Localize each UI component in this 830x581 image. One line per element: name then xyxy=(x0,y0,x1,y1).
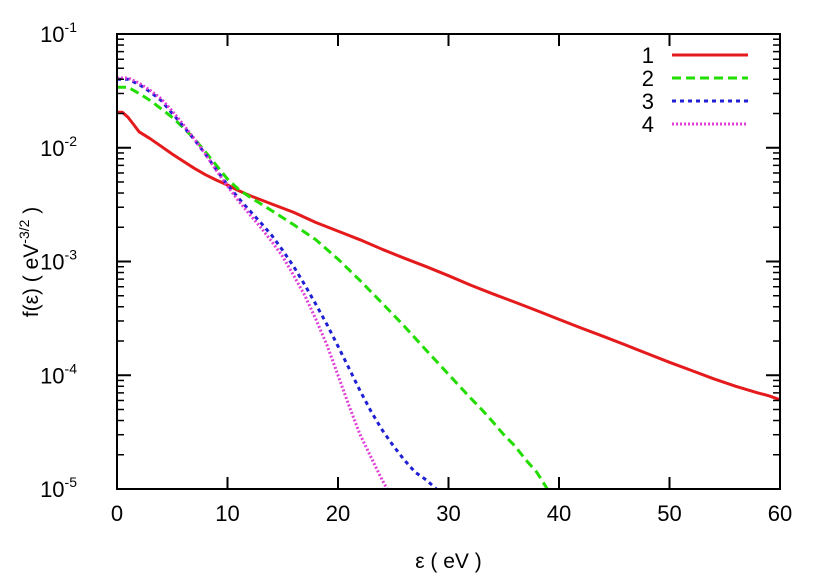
y-axis-label: f(ε) ( eV-3/2 ) xyxy=(16,207,43,317)
y-axis-label-suffix: ) xyxy=(20,207,43,220)
y-tick-label-exponent: -2 xyxy=(65,133,78,149)
y-tick-label: 10-2 xyxy=(40,133,77,161)
y-axis-label-prefix: f(ε) ( eV xyxy=(20,244,43,318)
x-tick-label: 30 xyxy=(436,501,460,526)
y-tick-label-exponent: -4 xyxy=(65,360,78,376)
y-tick-label: 10-3 xyxy=(40,247,77,275)
y-tick-label: 10-1 xyxy=(40,19,77,47)
y-tick-label-base: 10 xyxy=(40,136,64,161)
legend-label-3: 3 xyxy=(642,89,654,114)
y-tick-label-base: 10 xyxy=(40,22,64,47)
y-axis-label-exponent: -3/2 xyxy=(16,219,32,243)
y-tick-label: 10-4 xyxy=(40,360,77,388)
y-tick-label-base: 10 xyxy=(40,363,64,388)
series-line-1 xyxy=(117,110,780,402)
y-tick-label-base: 10 xyxy=(40,477,64,502)
x-tick-label: 0 xyxy=(111,501,123,526)
x-tick-label: 40 xyxy=(547,501,571,526)
x-axis-label: ε ( eV ) xyxy=(415,550,482,573)
series-line-2 xyxy=(117,85,550,489)
plot-frame xyxy=(116,33,781,490)
x-tick-label: 10 xyxy=(215,501,239,526)
legend-label-2: 2 xyxy=(642,66,654,91)
legend-label-4: 4 xyxy=(642,112,654,137)
y-tick-label-exponent: -3 xyxy=(65,247,78,263)
y-tick-label-base: 10 xyxy=(40,250,64,275)
x-tick-label: 50 xyxy=(657,501,681,526)
legend-label-1: 1 xyxy=(642,43,654,68)
series-line-3 xyxy=(117,77,439,489)
series-line-4 xyxy=(117,76,389,489)
series-layer xyxy=(117,76,780,489)
y-tick-label-exponent: -1 xyxy=(65,19,78,35)
y-tick-label-exponent: -5 xyxy=(65,474,78,490)
x-tick-label: 20 xyxy=(326,501,350,526)
y-tick-label: 10-5 xyxy=(40,474,77,502)
x-tick-label: 60 xyxy=(768,501,792,526)
